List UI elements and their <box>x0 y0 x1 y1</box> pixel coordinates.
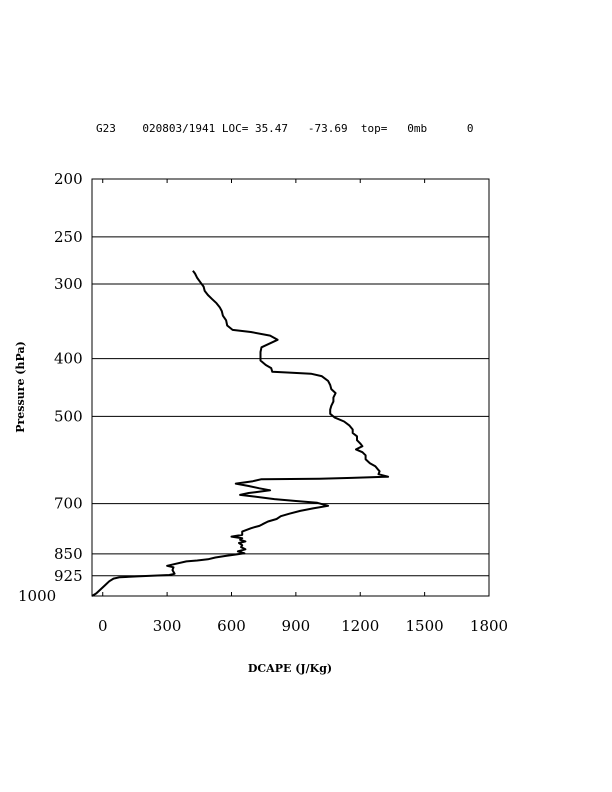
x-tick-label: 1800 <box>470 617 508 635</box>
plot-area: 0 300 600 900 1200 1500 1800 200 250 300 400 500 70… <box>18 170 508 635</box>
y-tick-label: 300 <box>54 275 83 293</box>
chart-title: G23 020803/1941 LOC= 35.47 -73.69 top= 0… <box>96 122 474 135</box>
y-tick-label: 400 <box>54 350 83 368</box>
gridlines <box>92 236 489 577</box>
y-tick-label: 250 <box>54 228 83 246</box>
x-tick-label: 900 <box>282 617 311 635</box>
dcape-profile-line <box>91 270 390 597</box>
y-tick-label: 850 <box>54 545 83 563</box>
x-ticks: 0 300 600 900 1200 1500 1800 <box>98 179 508 635</box>
y-tick-label: 1000 <box>18 587 56 605</box>
x-tick-label: 300 <box>153 617 182 635</box>
x-axis-label: DCAPE (J/Kg) <box>248 662 332 675</box>
series-group <box>91 270 390 597</box>
plot-frame <box>91 178 490 597</box>
x-tick-label: 0 <box>98 617 108 635</box>
y-ticks: 200 250 300 400 500 700 850 925 1000 <box>18 170 83 605</box>
x-tick-label: 600 <box>217 617 246 635</box>
x-tick-label: 1500 <box>406 617 444 635</box>
y-tick-label: 200 <box>54 170 83 188</box>
y-axis-label: Pressure (hPa) <box>14 341 27 433</box>
x-tick-label: 1200 <box>341 617 379 635</box>
y-tick-label: 500 <box>54 407 83 425</box>
y-tick-label: 700 <box>54 495 83 513</box>
y-tick-label: 925 <box>54 567 83 585</box>
